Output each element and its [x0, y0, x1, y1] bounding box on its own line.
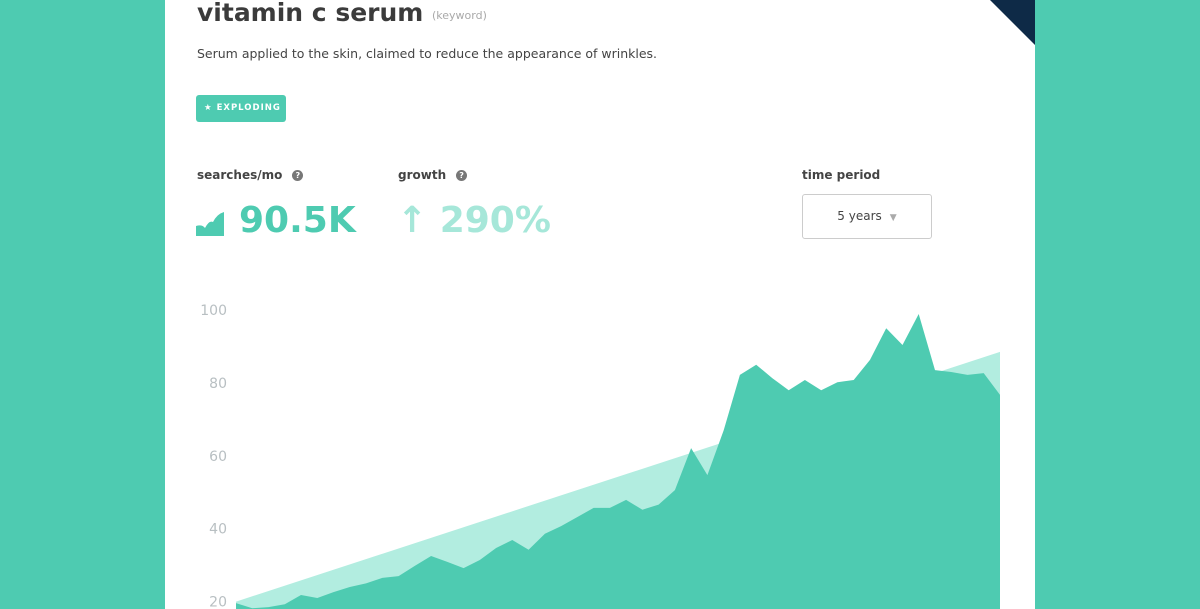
searches-value: 90.5K — [239, 200, 356, 241]
period-dropdown[interactable]: 5 years ▼ — [802, 194, 932, 239]
y-tick-label: 20 — [209, 595, 227, 609]
description: Serum applied to the skin, claimed to re… — [197, 46, 658, 61]
label: searches/mo — [197, 168, 283, 182]
period-label: time period — [802, 168, 881, 182]
growth-label: growth? — [398, 168, 468, 182]
badge[interactable]: ★ EXPLODING — [196, 95, 286, 122]
search-area — [236, 314, 1000, 609]
label: growth — [398, 168, 447, 182]
y-tick-label: 60 — [209, 449, 227, 465]
badge-text: EXPLODING — [216, 103, 281, 113]
searches-label: searches/mo? — [197, 168, 304, 182]
y-tick-label: 80 — [209, 376, 227, 392]
searches-icon — [196, 212, 224, 236]
corner — [990, 0, 1035, 45]
value: 5 years — [837, 209, 882, 223]
title: vitamin c serum — [197, 0, 424, 27]
growth-value: ↑ 290% — [397, 200, 551, 241]
y-tick-label: 40 — [209, 522, 227, 538]
y-tick-label: 100 — [200, 303, 227, 319]
keyword-tag: (keyword) — [432, 9, 487, 22]
value: 290% — [439, 200, 551, 241]
